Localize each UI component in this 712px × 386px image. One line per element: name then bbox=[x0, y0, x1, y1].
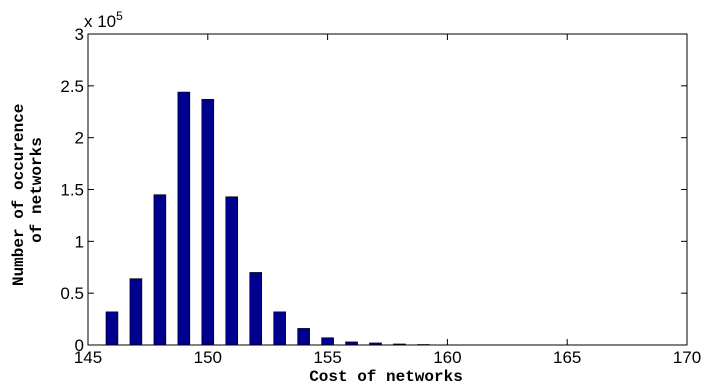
bar-154 bbox=[297, 328, 310, 346]
x-tick-label-170: 170 bbox=[673, 348, 701, 367]
y-axis-label: Number of occurence of networks bbox=[10, 94, 46, 286]
y-axis-label-line-1: Number of occurence bbox=[10, 104, 28, 286]
y-tick-label-2: 2 bbox=[75, 129, 84, 148]
x-tick-label-150: 150 bbox=[194, 348, 222, 367]
x-tick-label-165: 165 bbox=[553, 348, 581, 367]
x-tick-label-155: 155 bbox=[313, 348, 341, 367]
bar-151 bbox=[225, 196, 239, 346]
x-tick-label-145: 145 bbox=[74, 348, 102, 367]
bar-153 bbox=[273, 311, 286, 346]
bar-146 bbox=[105, 311, 119, 346]
ticks-group bbox=[87, 33, 688, 346]
y-multiplier-exponent: 5 bbox=[116, 9, 123, 23]
y-tick-label-3: 3 bbox=[75, 25, 84, 44]
x-axis-label: Cost of networks bbox=[309, 368, 463, 386]
bar-148 bbox=[153, 194, 167, 346]
y-tick-label-1: 1 bbox=[75, 232, 84, 251]
bar-150 bbox=[201, 99, 215, 346]
y-tick-label-1.5: 1.5 bbox=[60, 181, 84, 200]
y-multiplier-base: x 10 bbox=[84, 12, 116, 31]
y-tick-label-0: 0 bbox=[75, 336, 84, 355]
y-axis-label-line-2: of networks bbox=[28, 137, 46, 243]
bar-149 bbox=[177, 91, 191, 346]
bar-147 bbox=[129, 278, 143, 346]
y-tick-label-2.5: 2.5 bbox=[60, 77, 84, 96]
bar-152 bbox=[249, 272, 263, 346]
x-tick-label-160: 160 bbox=[433, 348, 461, 367]
bars-group bbox=[105, 91, 454, 346]
tick-labels-group: 145 150 155 160 165 170 0 0.5 1 1.5 2 2.5 3 bbox=[60, 25, 701, 367]
y-tick-label-0.5: 0.5 bbox=[60, 284, 84, 303]
y-multiplier-label: x 105 bbox=[84, 9, 123, 31]
